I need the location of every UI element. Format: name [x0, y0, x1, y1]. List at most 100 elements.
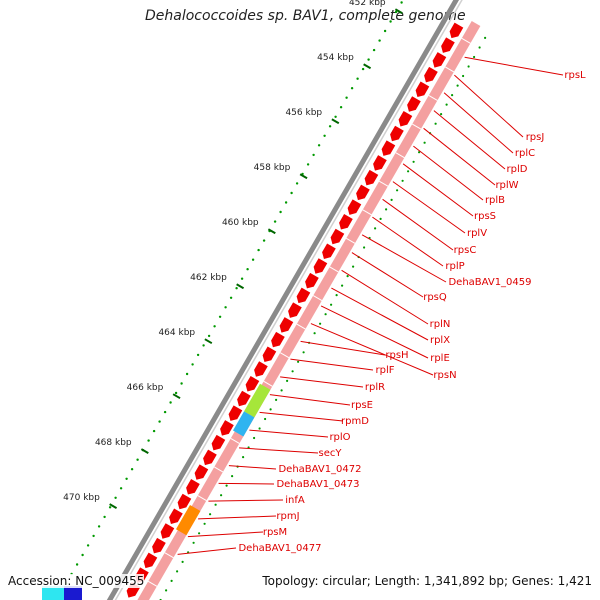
inner-minor-tick [385, 208, 388, 211]
minor-tick [345, 96, 348, 99]
gene-arrow [305, 272, 319, 289]
minor-tick [235, 287, 238, 290]
minor-tick [224, 306, 227, 309]
inner-minor-tick [473, 55, 476, 59]
minor-tick [97, 525, 101, 528]
inner-minor-tick [434, 122, 437, 125]
gene-arrow [203, 449, 217, 466]
gene-leader-line [269, 394, 351, 406]
axis-tick-label: 462 kbp [190, 273, 227, 283]
inner-minor-tick [324, 313, 327, 316]
gene-label: rpsN [433, 370, 456, 381]
minor-tick [240, 277, 244, 280]
gene-leader-line [239, 447, 319, 454]
minor-tick [284, 201, 288, 204]
minor-tick [158, 420, 161, 423]
track-separator [329, 266, 339, 273]
gene-leader-line [300, 340, 386, 356]
minor-tick [147, 439, 150, 442]
inner-minor-tick [225, 484, 228, 487]
inner-minor-tick [390, 198, 393, 201]
track-separator [444, 66, 455, 73]
minor-tick [295, 182, 299, 185]
inner-minor-tick [198, 532, 201, 535]
inner-minor-tick [352, 265, 355, 268]
gene-leader-line [382, 198, 454, 251]
gene-label: rplD [507, 164, 528, 175]
backbone-inner-line [114, 0, 463, 600]
track-separator [279, 352, 290, 359]
track-separator [263, 380, 273, 387]
legend-swatch-blue [64, 586, 82, 600]
inner-minor-tick [203, 522, 206, 525]
gene-arrow [424, 66, 438, 83]
gene-arrow [441, 37, 455, 53]
minor-tick [119, 487, 123, 490]
inner-minor-tick [341, 284, 344, 287]
track-separator [296, 323, 306, 330]
minor-tick [367, 58, 370, 61]
gene-arrow [347, 199, 362, 215]
inner-minor-tick [286, 379, 289, 382]
gene-arrow [288, 302, 302, 318]
minor-tick [378, 39, 381, 42]
gene-label: DehaBAV1_0473 [276, 479, 359, 490]
track-separator [213, 466, 224, 473]
major-tick [331, 118, 340, 125]
gene-leader-line [372, 216, 444, 267]
track-separator [461, 37, 471, 44]
minor-tick [262, 239, 266, 242]
track-separator [230, 437, 240, 444]
gene-leader-line [249, 429, 329, 438]
minor-tick [273, 220, 277, 223]
minor-tick [191, 363, 194, 366]
minor-tick [317, 144, 321, 147]
track-separator [395, 152, 405, 159]
gene-arrow [254, 361, 268, 377]
gene-label: rplE [430, 353, 450, 364]
minor-tick [130, 468, 134, 471]
inner-minor-tick [165, 589, 168, 592]
inner-minor-tick [258, 427, 261, 430]
gene-arrow [194, 464, 209, 480]
minor-tick [81, 553, 84, 557]
gene-arrow [313, 258, 328, 274]
gene-leader-line [361, 234, 447, 283]
gene-arrow [364, 169, 379, 186]
gene-arrow [143, 552, 158, 569]
minor-tick [383, 29, 387, 33]
inner-minor-tick [363, 246, 366, 249]
inner-minor-tick [379, 217, 382, 220]
gene-label: rpsJ [526, 132, 545, 143]
gene-arrow [415, 81, 430, 98]
inner-minor-tick [451, 94, 454, 97]
gene-leader-line [331, 287, 429, 341]
axis-tick-label: 466 kbp [127, 383, 164, 393]
minor-tick [108, 506, 112, 509]
axis-tick-label: 470 kbp [63, 493, 100, 503]
minor-tick [394, 10, 398, 14]
gene-label: secY [319, 448, 343, 459]
inner-minor-tick [170, 579, 173, 583]
highlight-block-orange [176, 504, 201, 536]
gene-arrow [169, 508, 183, 524]
gene-leader-line [198, 515, 277, 520]
inner-minor-tick [275, 398, 278, 401]
gene-label: rpsE [351, 400, 373, 411]
axis-tick-label: 468 kbp [95, 438, 132, 448]
gene-arrow [356, 184, 370, 201]
minor-tick [152, 429, 156, 433]
gene-leader-line [208, 499, 284, 502]
gene-arrow [279, 317, 294, 333]
gene-label: infA [285, 495, 305, 506]
gene-label: rplO [329, 432, 350, 443]
gene-arrow [373, 155, 387, 171]
minor-tick [136, 458, 139, 461]
gene-label: DehaBAV1_0477 [238, 543, 321, 554]
minor-tick [257, 248, 260, 252]
inner-minor-tick [456, 84, 459, 87]
major-tick [204, 338, 213, 345]
inner-minor-tick [478, 46, 481, 49]
genome-backbone [106, 0, 460, 600]
gene-arrow [296, 287, 311, 304]
